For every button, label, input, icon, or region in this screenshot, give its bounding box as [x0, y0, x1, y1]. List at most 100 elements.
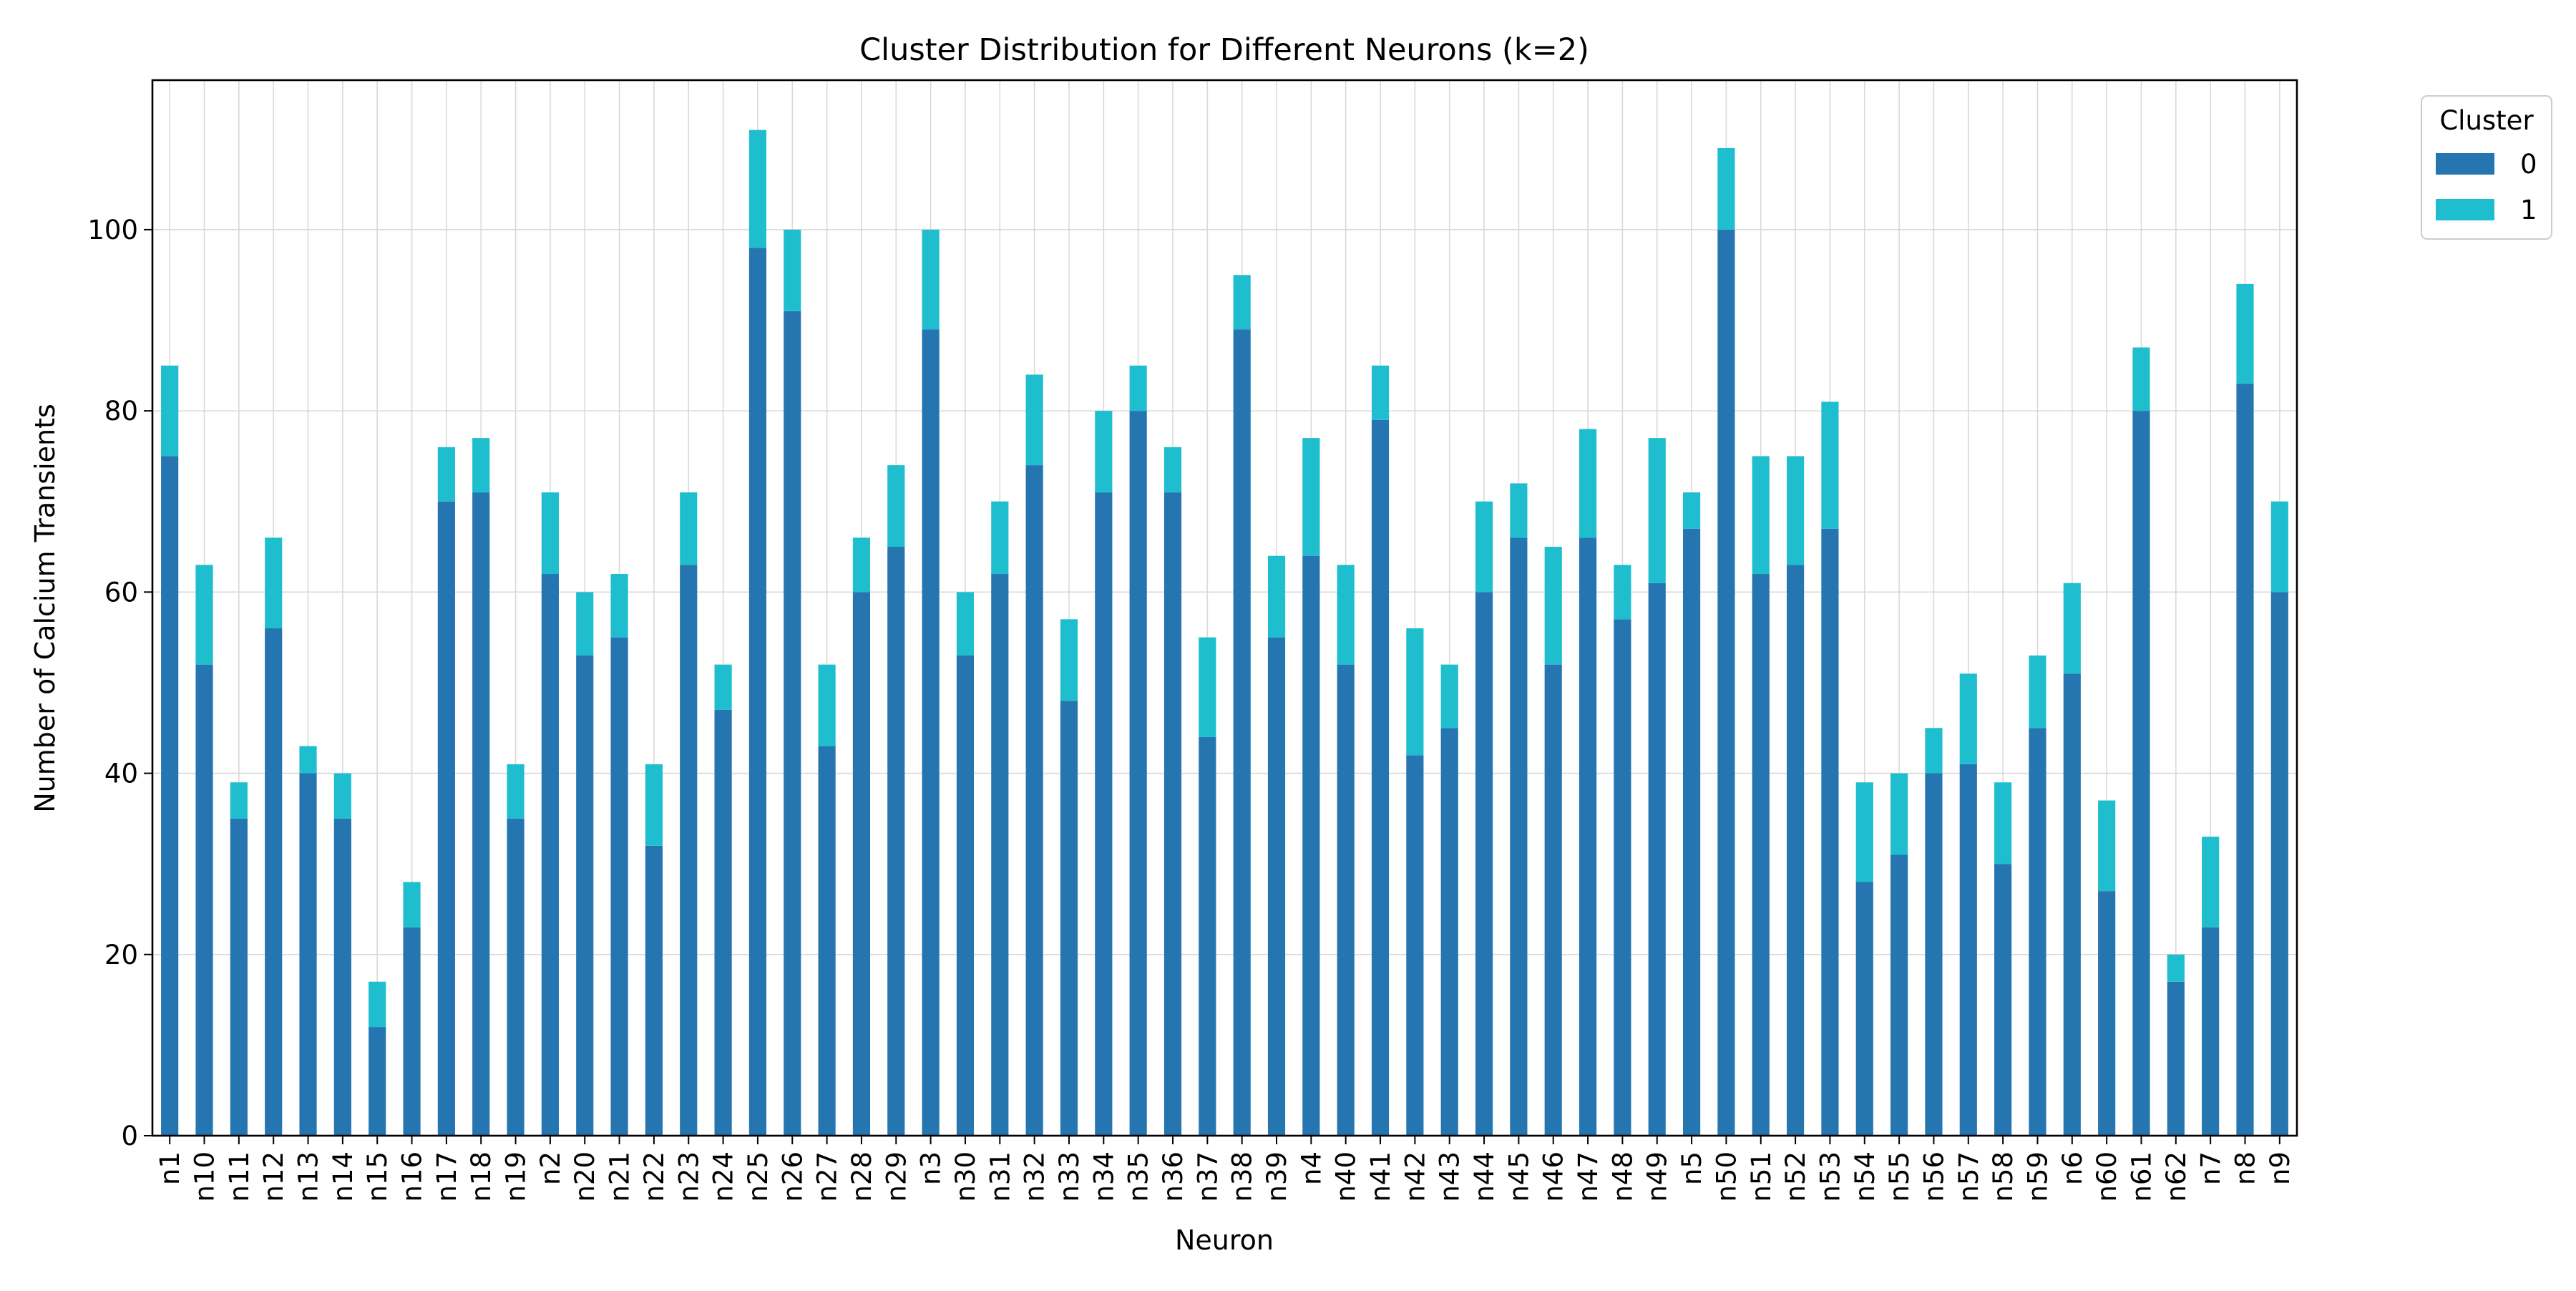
- bar-cluster-0-n41: [1371, 419, 1390, 1136]
- bar-cluster-0-n55: [1890, 854, 1908, 1136]
- bar-cluster-1-n25: [748, 130, 767, 248]
- y-axis: 0 20 40 60 80 100: [87, 215, 152, 1151]
- bar-cluster-0-n36: [1163, 492, 1182, 1136]
- x-tick-label: n22: [639, 1151, 670, 1202]
- bar-cluster-0-n52: [1787, 565, 1805, 1136]
- x-tick-label: n51: [1746, 1151, 1777, 1202]
- bar-cluster-1-n60: [2098, 800, 2116, 892]
- bar-cluster-1-n42: [1406, 628, 1424, 756]
- bar-cluster-0-n48: [1614, 619, 1631, 1136]
- x-tick-label: n8: [2230, 1151, 2260, 1185]
- bar-cluster-1-n51: [1752, 456, 1770, 575]
- bar-cluster-0-n42: [1406, 755, 1424, 1136]
- x-tick-label: n37: [1192, 1151, 1223, 1202]
- bar-cluster-1-n19: [507, 764, 525, 819]
- bar-cluster-0-n9: [2270, 592, 2288, 1136]
- bar-cluster-0-n13: [299, 773, 317, 1136]
- x-tick-label: n61: [2126, 1151, 2157, 1202]
- x-tick-label: n41: [1365, 1151, 1396, 1202]
- bar-cluster-0-n31: [991, 574, 1009, 1136]
- bar-cluster-0-n28: [852, 592, 871, 1136]
- bar-cluster-1-n24: [714, 664, 732, 710]
- bar-cluster-0-n2: [541, 574, 559, 1136]
- bar-cluster-0-n43: [1440, 728, 1458, 1136]
- x-tick-label: n43: [1435, 1151, 1465, 1202]
- x-tick-label: n21: [605, 1151, 635, 1202]
- x-tick-label: n5: [1677, 1151, 1707, 1185]
- bar-cluster-1-n20: [576, 592, 594, 656]
- bar-cluster-1-n1: [161, 365, 179, 457]
- bars: [161, 130, 2288, 1136]
- x-tick-label: n38: [1227, 1151, 1258, 1202]
- x-tick-label: n32: [1020, 1151, 1050, 1202]
- bar-cluster-0-n17: [437, 501, 455, 1136]
- bar-cluster-0-n26: [784, 311, 801, 1136]
- x-tick-label: n6: [2057, 1151, 2088, 1185]
- bar-cluster-0-n1: [161, 456, 179, 1136]
- bar-cluster-0-n35: [1129, 411, 1147, 1136]
- bar-cluster-1-n23: [680, 492, 698, 565]
- bar-cluster-1-n54: [1855, 782, 1873, 882]
- x-tick-label: n44: [1469, 1151, 1500, 1202]
- bar-cluster-1-n28: [852, 537, 871, 593]
- x-tick-label: n36: [1158, 1151, 1189, 1202]
- x-tick-label: n27: [812, 1151, 843, 1202]
- bar-cluster-0-n24: [714, 709, 732, 1136]
- bar-cluster-0-n6: [2063, 673, 2081, 1136]
- bar-cluster-1-n37: [1199, 637, 1216, 737]
- legend-label-cluster-0: 0: [2520, 149, 2537, 180]
- bar-cluster-0-n38: [1233, 329, 1251, 1136]
- bar-cluster-0-n30: [956, 655, 975, 1136]
- bar-cluster-0-n23: [680, 565, 698, 1136]
- bar-cluster-1-n33: [1060, 619, 1078, 701]
- x-tick-label: n25: [743, 1151, 774, 1202]
- bar-cluster-1-n39: [1267, 555, 1286, 638]
- bar-cluster-0-n10: [195, 664, 213, 1136]
- bar-cluster-0-n47: [1579, 537, 1597, 1136]
- bar-cluster-0-n54: [1855, 882, 1873, 1136]
- bar-cluster-0-n53: [1821, 528, 1839, 1136]
- bar-cluster-0-n11: [230, 818, 248, 1136]
- bar-cluster-1-n10: [195, 565, 213, 665]
- bar-cluster-1-n29: [887, 465, 905, 547]
- bar-cluster-0-n18: [472, 492, 490, 1136]
- y-tick-label: 60: [104, 577, 138, 608]
- bar-cluster-1-n3: [922, 229, 940, 330]
- x-tick-label: n10: [190, 1151, 220, 1202]
- bar-cluster-0-n56: [1925, 773, 1943, 1136]
- bar-cluster-0-n32: [1025, 465, 1043, 1136]
- x-tick-label: n30: [950, 1151, 981, 1202]
- x-tick-label: n48: [1607, 1151, 1638, 1202]
- x-tick-label: n40: [1331, 1151, 1362, 1202]
- bar-cluster-1-n8: [2236, 283, 2254, 384]
- bar-cluster-0-n12: [265, 628, 283, 1136]
- x-tick-label: n16: [397, 1151, 428, 1202]
- bar-cluster-0-n29: [887, 547, 905, 1136]
- x-tick-label: n7: [2195, 1151, 2226, 1185]
- bar-cluster-1-n14: [333, 773, 351, 819]
- bar-cluster-0-n61: [2132, 411, 2150, 1136]
- x-tick-label: n29: [881, 1151, 912, 1202]
- x-tick-label: n3: [916, 1151, 947, 1185]
- bar-cluster-1-n30: [956, 592, 975, 656]
- bar-cluster-1-n6: [2063, 583, 2081, 674]
- x-tick-label: n39: [1262, 1151, 1292, 1202]
- x-tick-label: n1: [155, 1151, 185, 1185]
- bar-cluster-1-n61: [2132, 347, 2150, 411]
- bar-cluster-1-n36: [1163, 447, 1182, 493]
- bar-cluster-0-n14: [333, 818, 351, 1136]
- x-tick-label: n54: [1850, 1151, 1880, 1202]
- bar-cluster-1-n7: [2202, 837, 2220, 927]
- x-axis: n1 n10 n11 n12 n13 n14 n15 n16 n17 n18 n19 n2 n20 n21…: [155, 1136, 2296, 1202]
- legend-label-cluster-1: 1: [2520, 195, 2537, 225]
- x-tick-label: n53: [1815, 1151, 1845, 1202]
- bar-cluster-0-n40: [1337, 664, 1355, 1136]
- bar-cluster-1-n56: [1925, 728, 1943, 774]
- bar-cluster-1-n58: [1994, 782, 2012, 864]
- x-tick-label: n26: [777, 1151, 808, 1202]
- bar-cluster-0-n59: [2029, 728, 2046, 1136]
- x-tick-label: n33: [1054, 1151, 1085, 1202]
- bar-cluster-0-n19: [507, 818, 525, 1136]
- bar-cluster-0-n27: [818, 746, 836, 1136]
